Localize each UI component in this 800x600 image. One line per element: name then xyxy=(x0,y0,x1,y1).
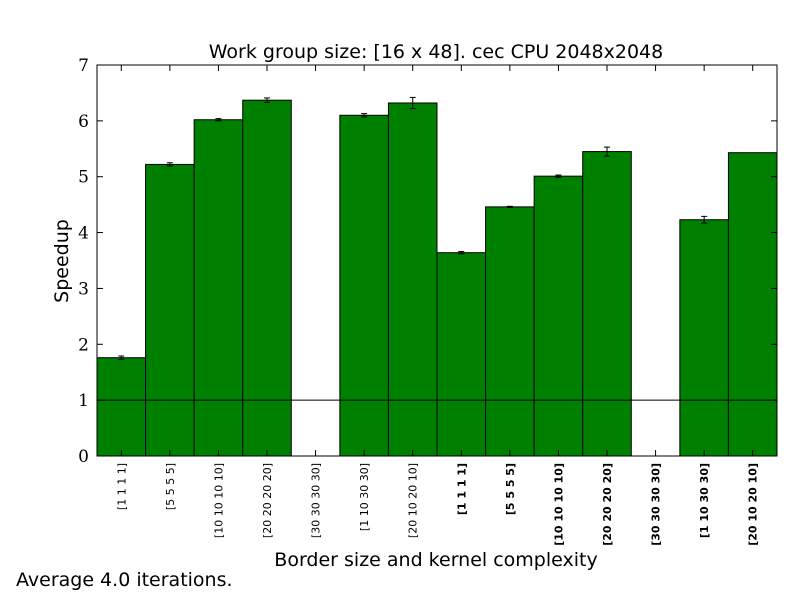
y-axis-label: Speedup xyxy=(51,219,73,303)
bar-1 xyxy=(96,357,147,457)
bar-8 xyxy=(436,252,487,457)
bar-7 xyxy=(387,102,438,457)
error-bar-7 xyxy=(409,96,416,110)
bar-11 xyxy=(582,151,632,457)
bar-2 xyxy=(145,163,195,457)
bar-6 xyxy=(339,114,389,457)
x-tick-label: [1 1 1 1] xyxy=(115,463,128,510)
error-bar-10 xyxy=(555,174,562,178)
x-tick-label: [10 10 10 10] xyxy=(552,463,565,546)
x-tick-label: [30 30 30 30] xyxy=(310,463,323,538)
chart-title: Work group size: [16 x 48]. cec CPU 2048… xyxy=(209,41,663,63)
bar-9 xyxy=(485,206,535,457)
bar-14 xyxy=(727,152,778,457)
bars-group xyxy=(96,99,778,457)
x-tick-label: [5 5 5 5] xyxy=(164,463,177,510)
y-tick-label: 3 xyxy=(78,279,89,299)
x-tick-label: [20 20 20 20] xyxy=(261,463,274,538)
y-tick-label: 5 xyxy=(78,168,89,188)
y-tick-label: 4 xyxy=(78,224,89,244)
error-bar-8 xyxy=(458,251,465,255)
error-bar-9 xyxy=(506,205,513,208)
x-tick-label: [5 5 5 5] xyxy=(504,463,517,515)
bar-4 xyxy=(242,99,292,457)
x-tick-label: [20 20 20 20] xyxy=(601,463,614,546)
bar-3 xyxy=(193,119,244,457)
x-tick-label: [1 10 30 30] xyxy=(358,463,371,531)
x-tick-label: [10 10 10 10] xyxy=(212,463,225,538)
error-bar-1 xyxy=(118,355,125,360)
x-tick-label: [30 30 30 30] xyxy=(650,463,663,546)
error-bar-3 xyxy=(215,118,222,122)
y-tick-label: 6 xyxy=(78,112,89,132)
y-tick-label: 0 xyxy=(78,447,89,467)
error-bar-11 xyxy=(604,146,610,157)
error-bar-6 xyxy=(361,113,368,118)
x-axis-label: Border size and kernel complexity xyxy=(274,549,597,571)
plot-frame xyxy=(96,64,778,457)
error-bars-group xyxy=(118,96,708,360)
error-bar-2 xyxy=(166,162,173,167)
x-tick-label: [1 10 30 30] xyxy=(698,463,711,538)
bar-10 xyxy=(533,175,584,457)
y-tick-label: 2 xyxy=(78,335,89,355)
y-axis-ticks: 0 1 2 3 4 5 6 7 xyxy=(78,56,777,467)
error-bar-4 xyxy=(264,97,270,103)
x-tick-label: [20 10 20 10] xyxy=(407,463,420,538)
x-tick-label: [20 10 20 10] xyxy=(747,463,760,546)
y-tick-label: 7 xyxy=(78,56,89,76)
footnote: Average 4.0 iterations. xyxy=(16,569,233,591)
y-tick-label: 1 xyxy=(78,391,89,411)
x-axis-ticks: [1 1 1 1] [5 5 5 5] [10 10 10 10] [20 20 20… xyxy=(115,65,760,546)
x-tick-label: [1 1 1 1] xyxy=(455,463,468,515)
error-bar-13 xyxy=(701,215,708,224)
bar-13 xyxy=(679,219,729,457)
